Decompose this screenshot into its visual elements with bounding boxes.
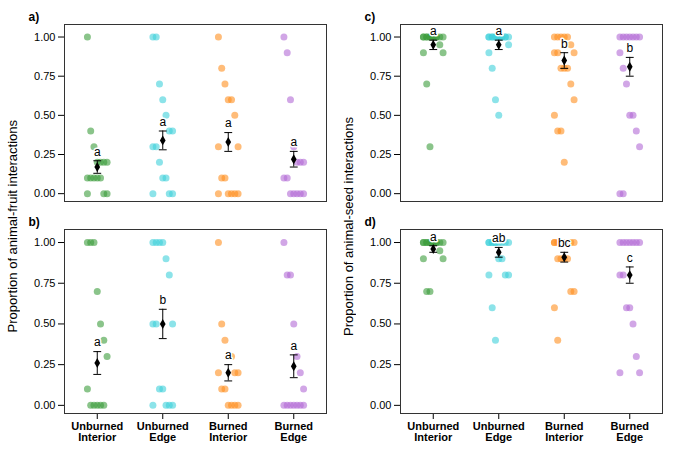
svg-text:d): d) [365,215,376,229]
svg-text:a: a [495,24,502,38]
svg-text:b: b [561,37,568,51]
html-text:Proportion of animal-seed inte: Proportion of animal-seed interactions [340,117,356,336]
svg-text:BurnedEdge: BurnedEdge [275,420,314,443]
svg-text:BurnedInterior: BurnedInterior [545,420,584,443]
svg-text:BurnedInterior: BurnedInterior [209,420,248,443]
svg-text:b): b) [29,215,40,229]
svg-text:bc: bc [558,236,571,250]
svg-text:1.00: 1.00 [370,236,391,248]
html-text:Proportion of animal-fruit int: Proportion of animal-fruit interactions [4,120,20,333]
svg-text:1.00: 1.00 [370,31,391,43]
svg-text:UnburnedInterior: UnburnedInterior [71,420,123,443]
svg-text:0.25: 0.25 [34,358,55,370]
svg-text:0.00: 0.00 [370,399,391,411]
svg-text:1.00: 1.00 [34,31,55,43]
svg-text:BurnedEdge: BurnedEdge [611,420,650,443]
svg-text:0.00: 0.00 [34,187,55,199]
svg-text:0.50: 0.50 [370,109,391,121]
svg-text:0.25: 0.25 [34,148,55,160]
svg-text:a: a [225,348,232,362]
svg-text:0.00: 0.00 [34,399,55,411]
svg-text:0.25: 0.25 [370,148,391,160]
svg-text:0.50: 0.50 [34,317,55,329]
svg-text:a: a [94,335,101,349]
svg-text:a: a [159,115,166,129]
svg-text:a: a [430,24,437,38]
svg-text:ab: ab [492,231,506,245]
svg-text:0.75: 0.75 [370,70,391,82]
svg-text:a: a [290,339,297,353]
svg-text:a: a [94,145,101,159]
svg-text:UnburnedEdge: UnburnedEdge [137,420,189,443]
svg-text:b: b [159,293,166,307]
svg-text:0.75: 0.75 [34,277,55,289]
svg-text:0.50: 0.50 [370,317,391,329]
svg-text:a: a [225,116,232,130]
svg-text:a): a) [29,10,40,24]
svg-text:0.75: 0.75 [34,70,55,82]
svg-text:UnburnedEdge: UnburnedEdge [473,420,525,443]
svg-text:0.00: 0.00 [370,187,391,199]
svg-text:UnburnedInterior: UnburnedInterior [407,420,459,443]
svg-text:1.00: 1.00 [34,236,55,248]
svg-text:c: c [627,251,633,265]
svg-text:c): c) [365,10,376,24]
svg-text:0.50: 0.50 [34,109,55,121]
svg-text:a: a [290,135,297,149]
svg-text:0.75: 0.75 [370,277,391,289]
svg-text:0.25: 0.25 [370,358,391,370]
svg-text:b: b [626,41,633,55]
svg-text:a: a [430,230,437,244]
